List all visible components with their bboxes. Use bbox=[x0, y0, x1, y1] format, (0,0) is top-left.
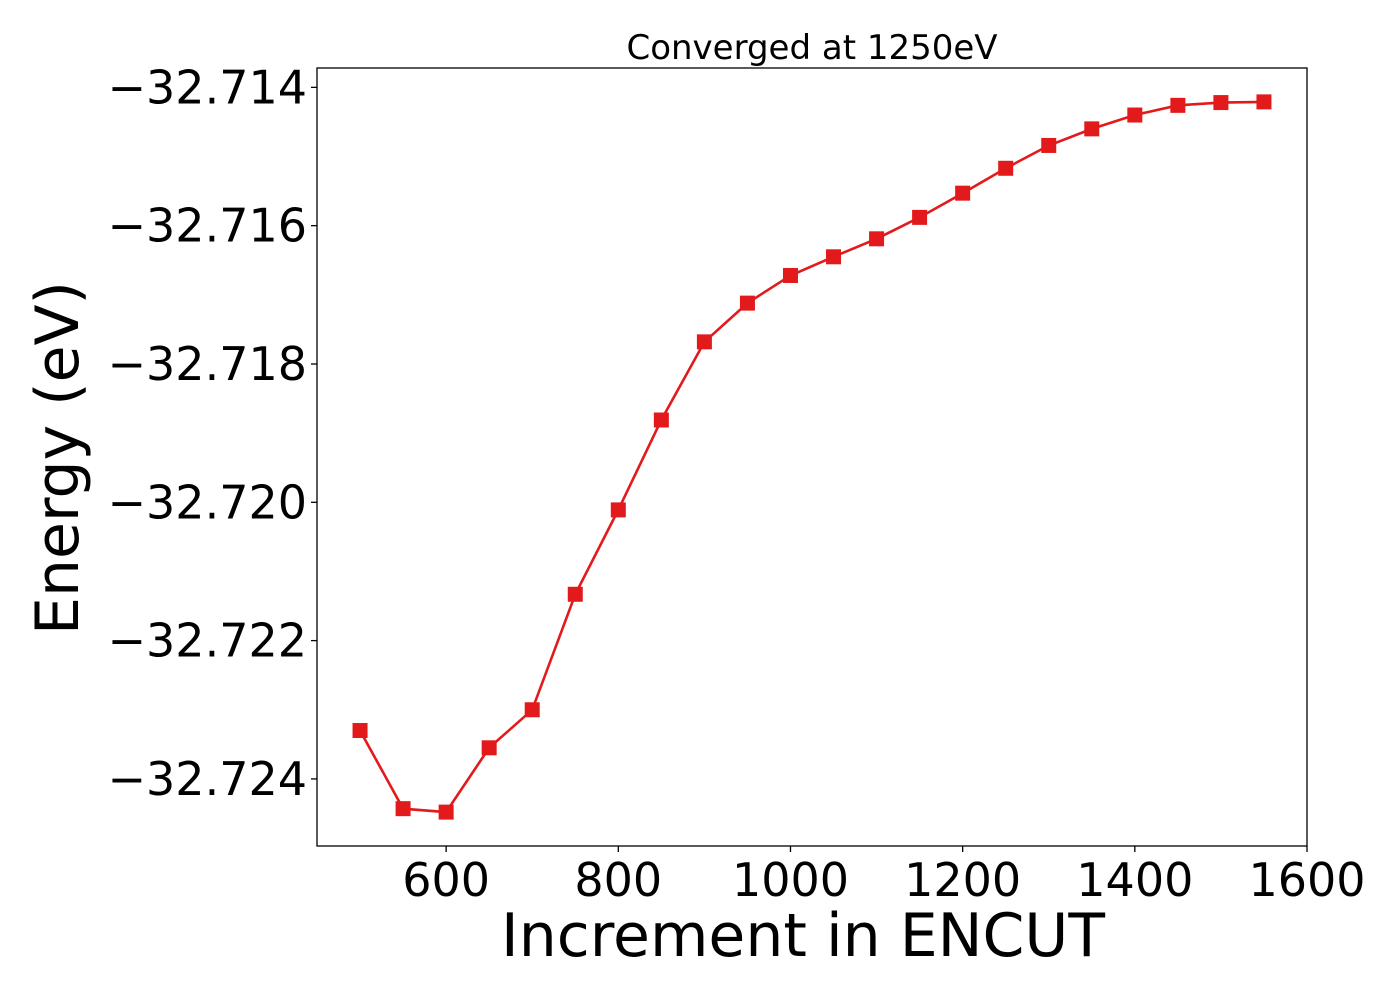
data-point-marker bbox=[1127, 107, 1143, 123]
y-tick-label: −32.722 bbox=[108, 614, 308, 668]
x-tick-label: 1200 bbox=[904, 853, 1021, 907]
x-axis-ticks: 600 800 1000 1200 1400 1600 bbox=[402, 846, 1366, 907]
data-point-marker bbox=[395, 801, 411, 817]
data-point-marker bbox=[1213, 95, 1229, 111]
series-layer bbox=[352, 94, 1272, 820]
y-tick-label: −32.716 bbox=[108, 199, 308, 253]
series-line bbox=[358, 100, 1265, 814]
y-tick-label: −32.714 bbox=[108, 60, 308, 114]
data-point-marker bbox=[1170, 97, 1186, 113]
x-axis-label: Increment in ENCUT bbox=[501, 901, 1105, 971]
y-tick-label: −32.720 bbox=[108, 475, 308, 529]
x-tick-label: 600 bbox=[402, 853, 490, 907]
plot-frame bbox=[316, 67, 1308, 847]
chart-title: Converged at 1250eV bbox=[626, 28, 997, 68]
data-point-marker bbox=[998, 160, 1014, 176]
y-tick-label: −32.718 bbox=[108, 337, 308, 391]
data-point-marker bbox=[352, 723, 368, 739]
x-tick-label: 1400 bbox=[1076, 853, 1193, 907]
data-point-marker bbox=[912, 209, 928, 225]
x-tick-label: 1600 bbox=[1248, 853, 1365, 907]
data-point-marker bbox=[481, 740, 497, 756]
data-point-marker bbox=[653, 412, 669, 428]
data-point-marker bbox=[438, 804, 454, 820]
data-point-marker bbox=[524, 702, 540, 718]
data-point-marker bbox=[567, 586, 583, 602]
data-point-marker bbox=[1256, 94, 1272, 110]
data-point-marker bbox=[696, 334, 712, 350]
data-point-marker bbox=[869, 231, 885, 247]
data-point-marker bbox=[1041, 137, 1057, 153]
data-point-marker bbox=[826, 249, 842, 265]
x-tick-label: 1000 bbox=[732, 853, 849, 907]
data-point-marker bbox=[739, 295, 755, 311]
y-axis-label: Energy (eV) bbox=[23, 281, 93, 635]
data-point-marker bbox=[782, 267, 798, 283]
x-tick-label: 800 bbox=[574, 853, 662, 907]
data-point-marker bbox=[955, 185, 971, 201]
y-axis-ticks: −32.714 −32.716 −32.718 −32.720 −32.722 −32.7… bbox=[108, 60, 317, 806]
data-point-marker bbox=[1084, 121, 1100, 137]
y-tick-label: −32.724 bbox=[108, 752, 308, 806]
data-point-marker bbox=[610, 502, 626, 518]
